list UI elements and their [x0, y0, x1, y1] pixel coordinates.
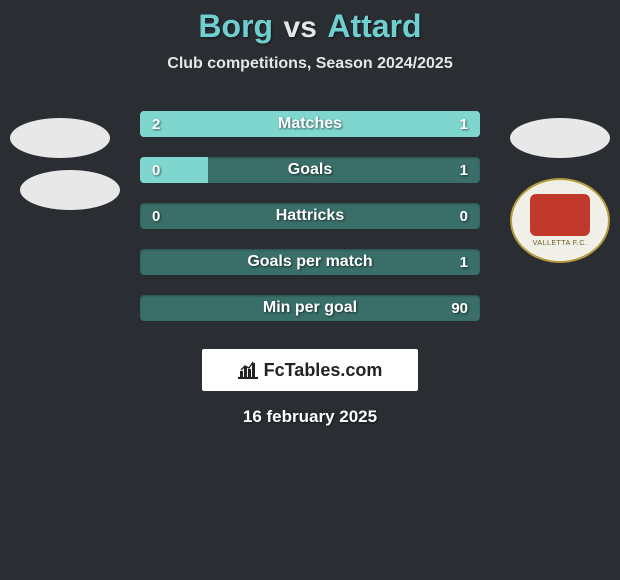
- stat-label: Goals per match: [140, 253, 480, 271]
- stat-label: Hattricks: [140, 207, 480, 225]
- subtitle: Club competitions, Season 2024/2025: [0, 55, 620, 73]
- stat-value-right: 1: [460, 162, 468, 179]
- stat-bar-track: Goals per match1: [140, 249, 480, 275]
- player1-avatar-top: [10, 118, 110, 158]
- stat-value-right: 1: [460, 116, 468, 133]
- player2-avatar-top: [510, 118, 610, 158]
- stat-bar-track: Goals0 1: [140, 157, 480, 183]
- player1-name: Borg: [198, 8, 273, 45]
- chart-icon: [238, 361, 258, 379]
- crest-text: VALLETTA F.C.: [533, 240, 587, 247]
- player2-name: Attard: [327, 8, 421, 45]
- stat-bar-track: Matches2 1: [140, 111, 480, 137]
- stat-value-left: 2: [152, 116, 160, 133]
- stat-label: Min per goal: [140, 299, 480, 317]
- club-crest: VALLETTA F.C.: [510, 178, 610, 263]
- player1-avatar-bottom: [20, 170, 120, 210]
- stat-value-right: 90: [451, 300, 468, 317]
- stat-label: Matches: [140, 115, 480, 133]
- vs-text: vs: [284, 11, 317, 45]
- brand-text: FcTables.com: [264, 360, 383, 381]
- stat-value-right: 1: [460, 254, 468, 271]
- brand-box[interactable]: FcTables.com: [202, 349, 418, 391]
- stat-bar-track: Min per goal90: [140, 295, 480, 321]
- title-row: Borg vs Attard: [0, 8, 620, 45]
- stat-value-right: 0: [460, 208, 468, 225]
- stat-row: Min per goal90: [0, 285, 620, 331]
- stat-value-left: 0: [152, 162, 160, 179]
- crest-shield: [530, 194, 590, 236]
- date-text: 16 february 2025: [0, 407, 620, 427]
- stat-value-left: 0: [152, 208, 160, 225]
- stat-label: Goals: [140, 161, 480, 179]
- stat-bar-track: Hattricks0 0: [140, 203, 480, 229]
